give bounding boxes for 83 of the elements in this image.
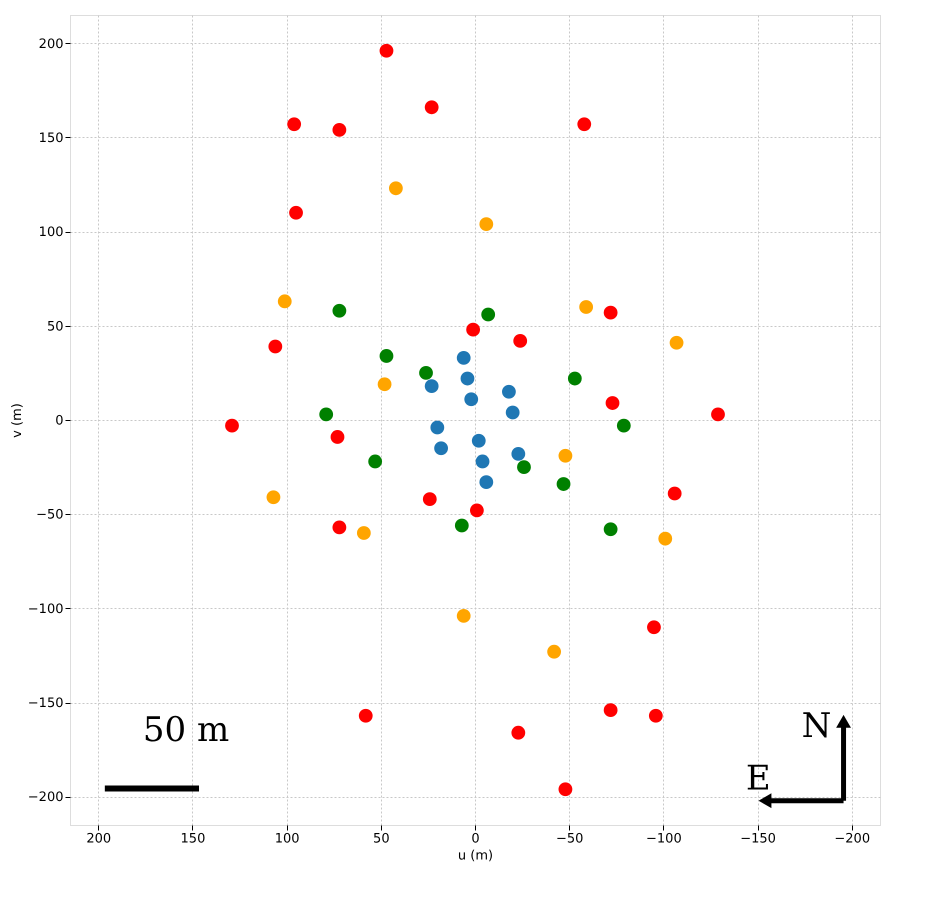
y-tick-label: 200 bbox=[38, 36, 64, 52]
point bbox=[424, 379, 439, 393]
point bbox=[356, 526, 371, 540]
x-tick-label: 50 bbox=[373, 832, 390, 846]
point bbox=[517, 460, 531, 474]
point bbox=[380, 44, 394, 58]
point bbox=[511, 726, 526, 740]
y-tick-label: −150 bbox=[28, 696, 64, 712]
point bbox=[268, 340, 282, 354]
point bbox=[568, 372, 582, 386]
point bbox=[648, 708, 663, 723]
point bbox=[388, 181, 403, 196]
x-tick-label: 0 bbox=[471, 832, 480, 846]
point bbox=[278, 294, 292, 308]
point bbox=[266, 490, 280, 504]
point bbox=[472, 434, 486, 448]
point bbox=[378, 377, 392, 392]
point bbox=[287, 117, 302, 132]
point bbox=[616, 418, 631, 433]
x-axis-title: u (m) bbox=[458, 848, 494, 864]
point bbox=[332, 304, 346, 318]
y-tick-label: 100 bbox=[38, 225, 64, 240]
y-tick-label: 150 bbox=[38, 130, 64, 146]
point bbox=[658, 532, 672, 546]
point bbox=[330, 430, 344, 444]
point bbox=[358, 708, 373, 723]
point bbox=[513, 334, 528, 348]
point bbox=[470, 504, 484, 518]
annotation: N bbox=[802, 706, 832, 746]
y-tick-label: −200 bbox=[28, 790, 64, 806]
point bbox=[479, 475, 494, 490]
point bbox=[604, 522, 618, 536]
annotation: E bbox=[746, 758, 771, 799]
y-tick-label: −50 bbox=[36, 508, 64, 523]
point bbox=[456, 609, 471, 623]
point bbox=[460, 372, 474, 386]
point bbox=[479, 217, 494, 231]
point bbox=[670, 336, 684, 350]
point bbox=[506, 406, 520, 420]
point bbox=[332, 520, 346, 534]
point bbox=[380, 349, 394, 363]
point bbox=[424, 100, 439, 114]
annotation: 50 m bbox=[142, 710, 230, 750]
point bbox=[577, 117, 592, 132]
point bbox=[579, 300, 594, 314]
point bbox=[606, 396, 620, 410]
point bbox=[668, 486, 682, 500]
y-tick-label: 0 bbox=[55, 414, 64, 428]
point bbox=[368, 454, 382, 468]
x-tick-label: 100 bbox=[274, 832, 300, 846]
point bbox=[502, 384, 516, 399]
point bbox=[434, 441, 448, 456]
point bbox=[466, 322, 480, 336]
x-tick-label: −200 bbox=[834, 832, 870, 846]
point bbox=[711, 407, 725, 422]
point bbox=[476, 454, 490, 468]
point bbox=[430, 420, 444, 434]
point bbox=[604, 306, 618, 320]
point bbox=[319, 407, 334, 422]
x-tick-label: −50 bbox=[556, 832, 584, 846]
point bbox=[419, 366, 433, 380]
point bbox=[464, 392, 478, 406]
y-tick-label: 50 bbox=[46, 319, 64, 334]
point bbox=[556, 477, 570, 491]
point bbox=[647, 620, 661, 634]
point bbox=[547, 644, 562, 659]
x-tick-label: −150 bbox=[740, 832, 776, 846]
point bbox=[481, 308, 496, 322]
y-axis-title: v (m) bbox=[10, 403, 25, 438]
x-tick-label: 200 bbox=[86, 832, 112, 846]
point bbox=[225, 418, 239, 433]
point bbox=[332, 123, 346, 137]
point bbox=[511, 447, 526, 461]
point bbox=[422, 492, 437, 506]
point bbox=[604, 703, 618, 717]
x-tick-label: −100 bbox=[646, 832, 682, 846]
point bbox=[289, 206, 303, 220]
x-tick-label: 150 bbox=[180, 832, 206, 846]
y-tick-label: −100 bbox=[28, 602, 64, 617]
point bbox=[558, 448, 572, 463]
point bbox=[456, 350, 471, 365]
point bbox=[558, 782, 572, 796]
point bbox=[454, 518, 469, 532]
